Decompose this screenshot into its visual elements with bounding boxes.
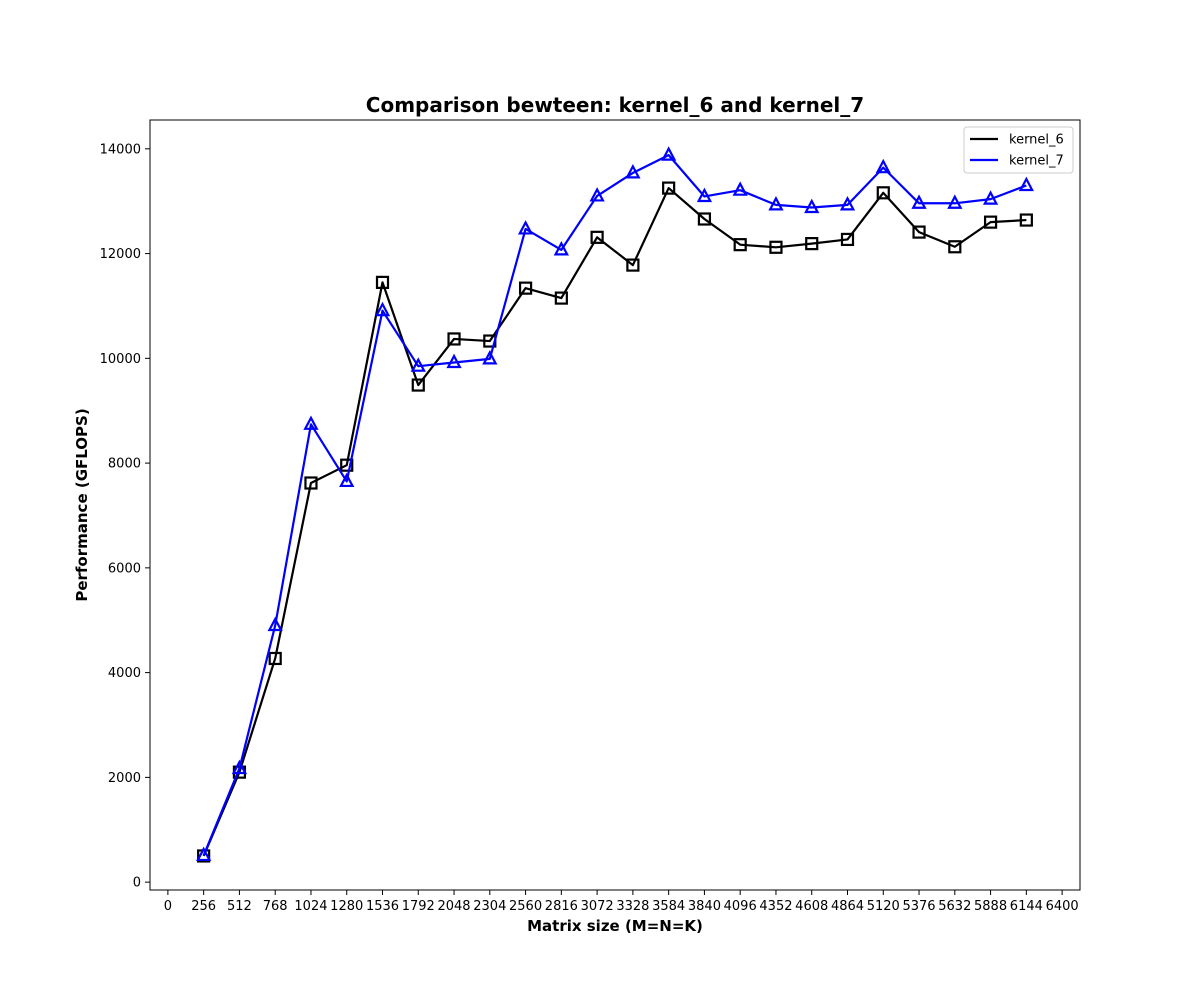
data-point-kernel_7 — [517, 220, 534, 235]
x-tick-label: 6400 — [1046, 899, 1079, 914]
x-tick-label: 5888 — [974, 899, 1007, 914]
legend-label-kernel_6: kernel_6 — [1009, 133, 1064, 148]
series-kernel_6 — [197, 181, 1033, 863]
series-layer — [196, 146, 1034, 863]
data-point-kernel_7 — [696, 187, 713, 203]
data-point-kernel_6 — [304, 476, 318, 490]
series-kernel_7 — [196, 146, 1034, 862]
data-point-kernel_7 — [625, 164, 641, 179]
data-point-kernel_6 — [590, 230, 604, 244]
data-point-kernel_7 — [804, 198, 820, 214]
data-point-kernel_7 — [267, 616, 283, 632]
x-tick-label: 3072 — [581, 899, 614, 914]
data-point-kernel_6 — [375, 275, 390, 289]
x-tick-label: 3328 — [616, 899, 649, 914]
series-line-kernel_7 — [202, 153, 1027, 856]
x-tick-label: 1280 — [330, 899, 363, 914]
chart-title: Comparison bewteen: kernel_6 and kernel_… — [366, 93, 864, 117]
x-axis: 0 256 512 768 1024 1280 1536 1792 2048 2304 2560 28… — [164, 890, 1079, 914]
x-tick-label: 1792 — [402, 899, 435, 914]
data-point-kernel_7 — [875, 158, 891, 174]
data-point-kernel_7 — [303, 415, 319, 430]
legend: kernel_6 kernel_7 — [963, 126, 1074, 174]
data-point-kernel_7 — [589, 187, 605, 202]
data-point-kernel_6 — [554, 291, 568, 305]
data-point-kernel_6 — [948, 240, 962, 254]
y-tick-label: 12000 — [100, 247, 141, 262]
y-tick-label: 6000 — [108, 561, 141, 576]
y-tick-label: 2000 — [108, 771, 141, 786]
x-tick-label: 4864 — [831, 899, 864, 914]
x-tick-label: 1536 — [366, 899, 399, 914]
data-point-kernel_7 — [374, 301, 391, 317]
x-tick-label: 4352 — [759, 899, 792, 914]
data-point-kernel_6 — [805, 237, 819, 251]
data-point-kernel_7 — [732, 181, 748, 196]
x-tick-label: 3840 — [688, 899, 721, 914]
x-tick-label: 2816 — [545, 899, 578, 914]
y-tick-label: 8000 — [108, 457, 141, 472]
x-tick-label: 2048 — [437, 899, 470, 914]
data-point-kernel_7 — [339, 472, 355, 488]
x-tick-label: 0 — [164, 899, 172, 914]
data-point-kernel_6 — [840, 232, 855, 247]
data-point-kernel_7 — [839, 195, 856, 211]
data-point-kernel_6 — [340, 458, 354, 472]
x-tick-label: 2304 — [473, 899, 506, 914]
data-point-kernel_6 — [697, 212, 712, 226]
x-tick-label: 512 — [227, 899, 252, 914]
x-tick-label: 4608 — [795, 899, 828, 914]
data-point-kernel_6 — [268, 651, 282, 666]
data-point-kernel_6 — [1019, 213, 1033, 227]
data-point-kernel_6 — [912, 225, 926, 239]
data-point-kernel_6 — [983, 215, 998, 229]
data-point-kernel_7 — [446, 353, 462, 369]
data-point-kernel_7 — [947, 194, 963, 209]
x-axis-label: Matrix size (M=N=K) — [527, 917, 703, 935]
data-point-kernel_7 — [768, 195, 784, 211]
x-tick-label: 5120 — [867, 899, 900, 914]
x-tick-label: 1024 — [294, 899, 327, 914]
x-tick-label: 6144 — [1010, 899, 1043, 914]
x-tick-label: 256 — [191, 899, 216, 914]
y-tick-label: 10000 — [100, 352, 141, 367]
data-point-kernel_6 — [411, 378, 425, 392]
y-axis-label: Performance (GFLOPS) — [73, 408, 91, 601]
x-tick-label: 4096 — [724, 899, 757, 914]
data-point-kernel_7 — [982, 190, 999, 205]
data-point-kernel_6 — [769, 240, 783, 254]
x-tick-label: 5376 — [902, 899, 935, 914]
data-point-kernel_6 — [447, 332, 461, 346]
data-point-kernel_6 — [876, 186, 890, 200]
data-point-kernel_7 — [196, 846, 212, 862]
data-point-kernel_7 — [410, 357, 426, 372]
data-point-kernel_7 — [482, 349, 498, 365]
data-point-kernel_7 — [661, 146, 677, 161]
data-point-kernel_6 — [626, 258, 640, 272]
plot-area — [149, 119, 1081, 891]
data-point-kernel_6 — [518, 281, 533, 295]
data-point-kernel_6 — [662, 181, 676, 195]
x-tick-label: 2560 — [509, 899, 542, 914]
y-axis: 0 2000 4000 6000 8000 10000 12000 14000 — [100, 142, 150, 891]
data-point-kernel_7 — [231, 759, 248, 775]
x-tick-label: 5632 — [938, 899, 971, 914]
data-point-kernel_6 — [733, 238, 747, 252]
legend-label-kernel_7: kernel_7 — [1009, 154, 1064, 169]
y-tick-label: 0 — [133, 876, 141, 891]
y-tick-label: 4000 — [108, 666, 141, 681]
data-point-kernel_7 — [1018, 176, 1034, 192]
x-tick-label: 768 — [263, 899, 288, 914]
x-tick-label: 3584 — [652, 899, 685, 914]
data-point-kernel_7 — [911, 194, 927, 209]
data-point-kernel_7 — [553, 241, 569, 256]
y-tick-label: 14000 — [100, 142, 141, 157]
